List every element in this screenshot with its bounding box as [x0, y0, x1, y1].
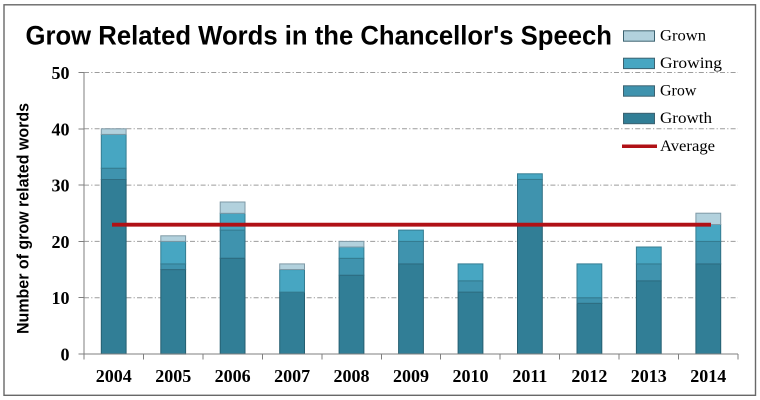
svg-text:Grown: Grown [660, 28, 706, 45]
svg-text:2006: 2006 [215, 366, 251, 386]
svg-text:2011: 2011 [512, 366, 547, 386]
svg-text:Growth: Growth [660, 110, 712, 127]
svg-text:0: 0 [61, 345, 70, 365]
svg-text:2005: 2005 [155, 366, 191, 386]
svg-text:2010: 2010 [453, 366, 489, 386]
svg-text:50: 50 [52, 63, 70, 83]
svg-text:Growing: Growing [660, 55, 722, 72]
svg-text:20: 20 [52, 232, 70, 252]
svg-text:Average: Average [660, 138, 715, 155]
svg-text:40: 40 [52, 119, 70, 139]
svg-text:2008: 2008 [334, 366, 370, 386]
svg-text:30: 30 [52, 176, 70, 196]
svg-text:2013: 2013 [631, 366, 667, 386]
svg-text:2014: 2014 [690, 366, 726, 386]
svg-text:Grow Related Words in the Chan: Grow Related Words in the Chancellor's S… [26, 20, 613, 50]
svg-text:2007: 2007 [274, 366, 310, 386]
svg-text:2004: 2004 [96, 366, 132, 386]
svg-text:Grow: Grow [660, 83, 697, 100]
svg-text:2009: 2009 [393, 366, 429, 386]
svg-text:Number of grow related words: Number of grow related words [15, 103, 33, 334]
svg-text:10: 10 [52, 288, 70, 308]
svg-text:2012: 2012 [571, 366, 607, 386]
